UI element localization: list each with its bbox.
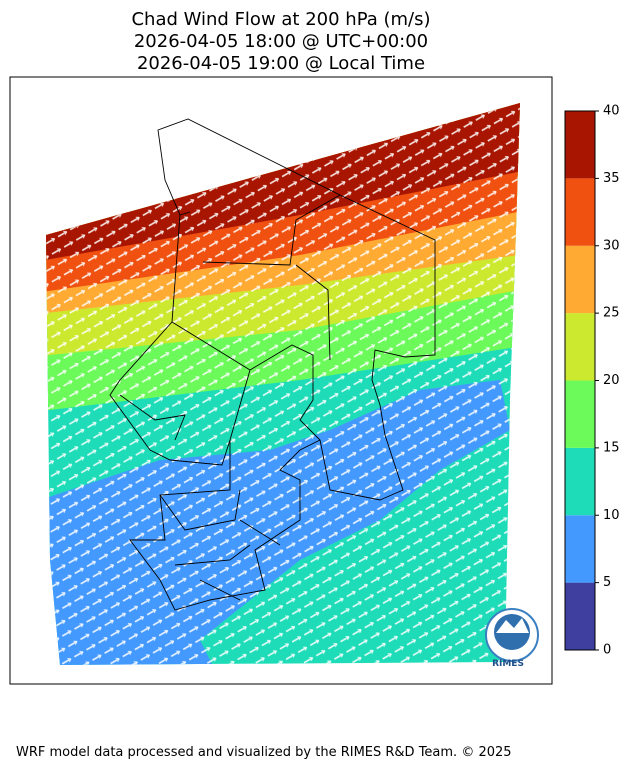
colorbar-tick-label: 0 <box>603 643 611 658</box>
colorbar-tick-label: 15 <box>603 440 620 455</box>
borders <box>109 118 436 611</box>
colorbar: 0 5 10 15 20 25 30 35 40 <box>564 104 620 658</box>
colorbar-segment <box>565 380 595 448</box>
colorbar-tick-label: 30 <box>603 238 620 253</box>
logo-text: RIMES <box>492 659 524 669</box>
colorbar-tick-label: 25 <box>603 306 620 321</box>
colorbar-segment <box>565 447 595 516</box>
logo: RIMES <box>485 608 539 669</box>
colorbar-tick-label: 40 <box>603 104 620 119</box>
colorbar-tick-label: 20 <box>603 373 620 388</box>
colorbar-segment <box>565 178 595 246</box>
colorbar-segment <box>565 515 595 583</box>
map-frame <box>9 76 553 685</box>
colorbar-tick-label: 10 <box>603 508 620 523</box>
colorbar-tick-label: 5 <box>603 575 611 590</box>
title-line: 2026-04-05 19:00 @ Local Time <box>137 53 425 74</box>
colorbar-segment <box>565 313 595 381</box>
colorbar-segment <box>565 245 595 314</box>
colorbar-segment <box>565 111 595 179</box>
title-line: Chad Wind Flow at 200 hPa (m/s) <box>131 9 430 30</box>
title-line: 2026-04-05 18:00 @ UTC+00:00 <box>134 31 428 52</box>
colorbar-tick-label: 35 <box>603 171 620 186</box>
colorbar-segment <box>565 582 595 650</box>
footer: WRF model data processed and visualized … <box>16 745 512 760</box>
